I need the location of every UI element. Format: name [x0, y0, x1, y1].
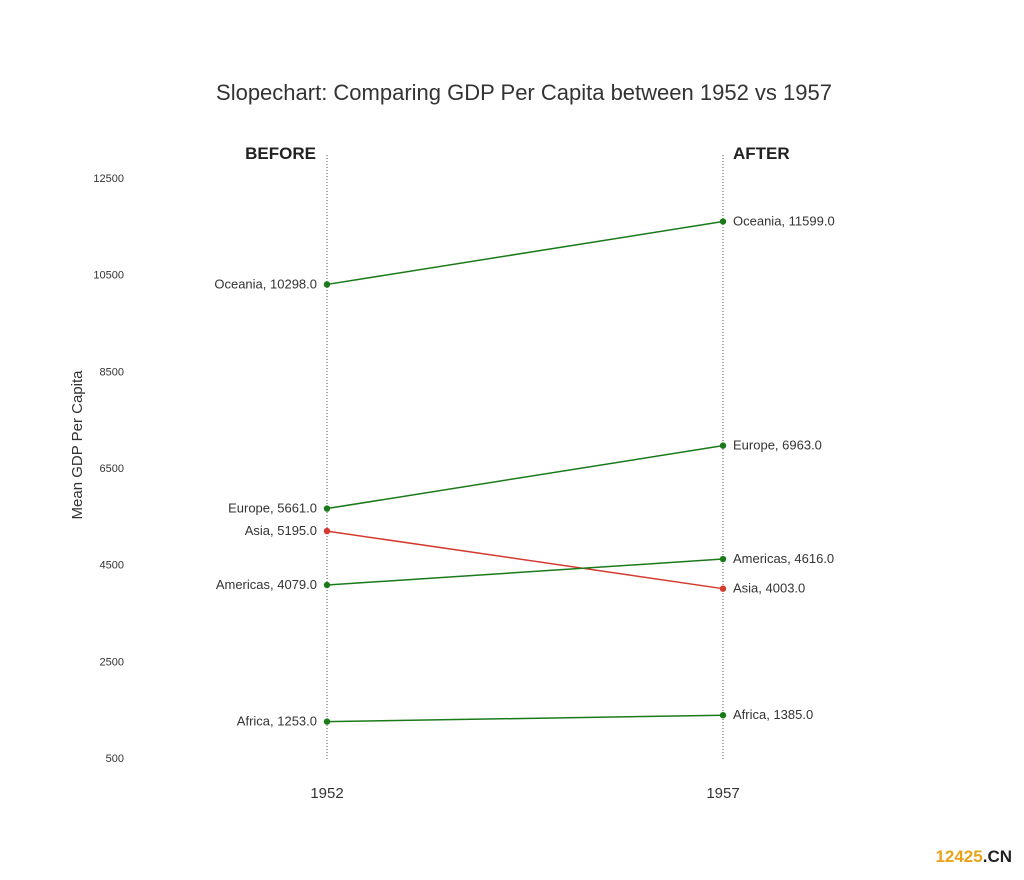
series-group: Oceania, 10298.0 Oceania, 11599.0 Europe, …: [214, 214, 834, 729]
y-tick-label: 2500: [100, 656, 124, 668]
slope-line-europe: [326, 444, 724, 510]
point-1957-asia: [719, 585, 727, 592]
chart-title: Slopechart: Comparing GDP Per Capita bet…: [216, 80, 832, 105]
y-axis-label: Mean GDP Per Capita: [69, 370, 86, 520]
point-1952-americas: [323, 581, 331, 589]
watermark-number: 12425: [935, 847, 982, 866]
label-1952-asia: Asia, 5195.0: [245, 523, 317, 538]
slope-line-africa: [326, 714, 724, 723]
x-tick-1952: 1952: [310, 785, 343, 802]
label-1957-oceania: Oceania, 11599.0: [733, 214, 835, 229]
y-tick-label: 6500: [100, 463, 124, 475]
watermark: 12425.CN: [935, 847, 1012, 866]
slope-line-oceania: [326, 220, 724, 286]
label-1957-europe: Europe, 6963.0: [733, 438, 822, 453]
before-header: BEFORE: [245, 144, 316, 163]
y-tick-label: 4500: [100, 560, 124, 572]
point-1952-europe: [323, 505, 331, 512]
point-1952-oceania: [323, 281, 331, 288]
after-header: AFTER: [733, 144, 790, 163]
point-1952-asia: [323, 527, 331, 535]
label-1957-africa: Africa, 1385.0: [733, 707, 813, 722]
label-1952-europe: Europe, 5661.0: [228, 501, 317, 516]
label-1952-oceania: Oceania, 10298.0: [214, 276, 317, 291]
slope-line-americas: [326, 558, 724, 586]
y-axis-ticks: 500 2500 4500 6500 8500 10500 12500: [93, 173, 124, 765]
point-1957-oceania: [719, 218, 727, 225]
point-1957-europe: [719, 442, 727, 449]
slope-line-asia: [326, 530, 724, 590]
y-tick-label: 10500: [93, 270, 124, 282]
y-tick-label: 500: [106, 753, 124, 765]
watermark-suffix: .CN: [983, 847, 1012, 866]
label-1957-asia: Asia, 4003.0: [733, 581, 805, 596]
label-1952-americas: Americas, 4079.0: [216, 577, 317, 592]
point-1957-americas: [719, 555, 727, 563]
y-tick-label: 12500: [93, 173, 124, 185]
point-1952-africa: [323, 718, 331, 725]
y-tick-label: 8500: [100, 366, 124, 378]
point-1957-africa: [719, 712, 727, 719]
label-1952-africa: Africa, 1253.0: [237, 714, 317, 729]
label-1957-americas: Americas, 4616.0: [733, 551, 834, 566]
x-tick-1957: 1957: [706, 785, 739, 802]
